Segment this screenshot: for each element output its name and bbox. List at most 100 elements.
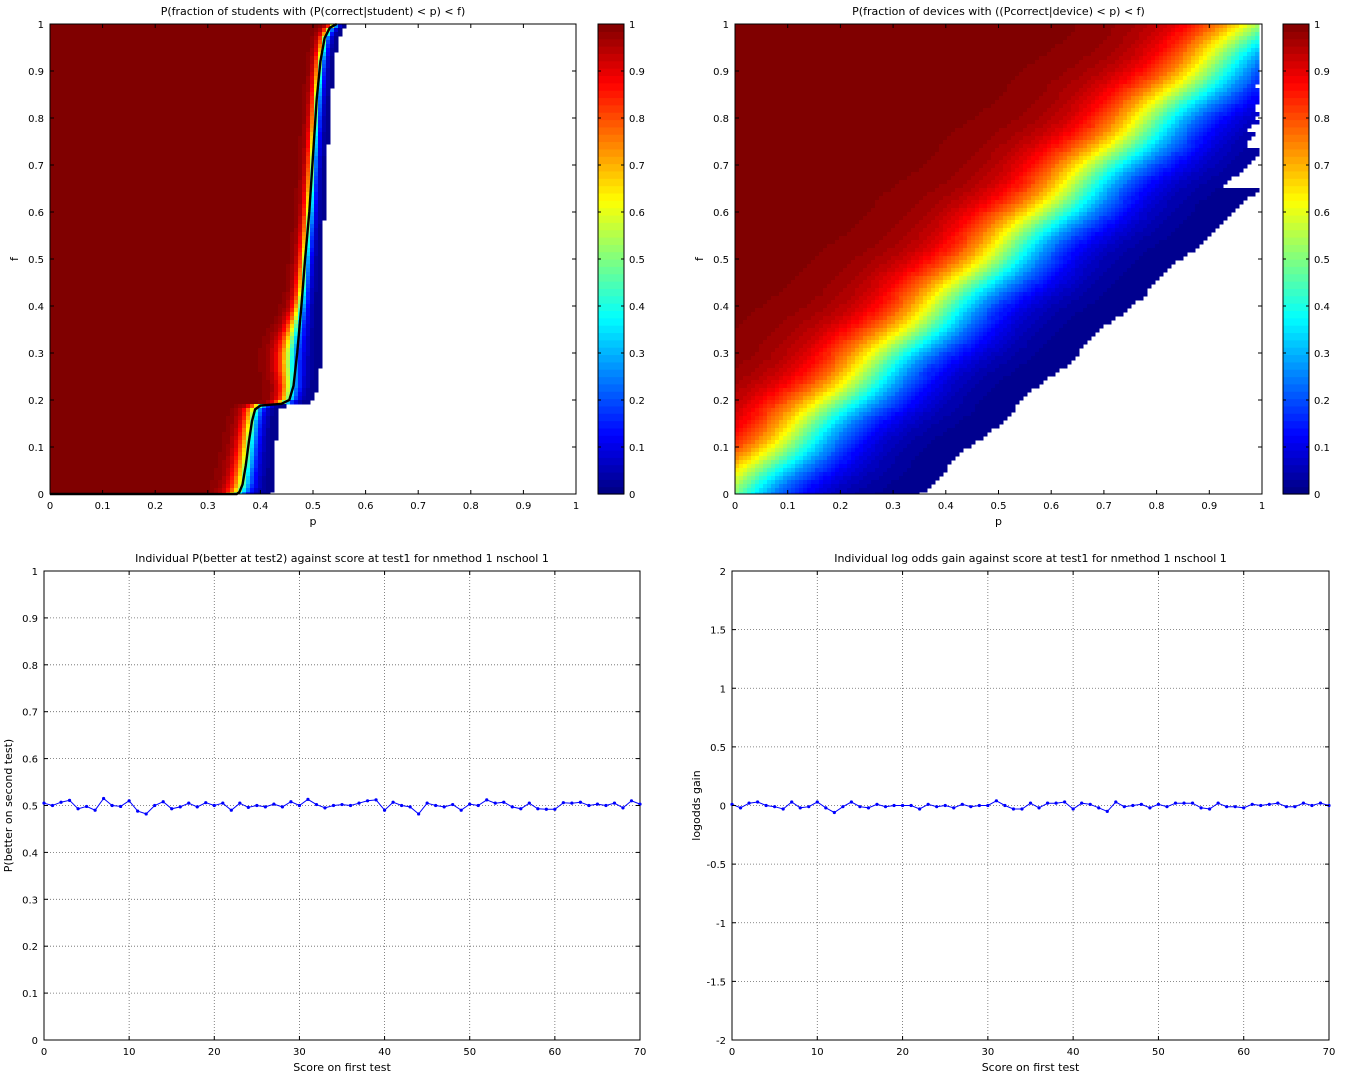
heatmap-cell [927,312,932,317]
heatmap-cell [1155,44,1160,49]
heatmap-cell [1003,316,1008,321]
heatmap-cell [1123,120,1128,125]
heatmap-cell [1087,184,1092,189]
heatmap-cell [1247,80,1252,85]
heatmap-cell [310,48,315,53]
heatmap-cell [1075,140,1080,145]
heatmap-cell [1135,84,1140,89]
heatmap-cell [891,324,896,329]
heatmap-cell [230,464,235,469]
heatmap-cell [310,92,315,97]
heatmap-cell [991,280,996,285]
heatmap-cell [278,312,283,317]
heatmap-cell [1095,124,1100,129]
heatmap-cell [1243,96,1248,101]
heatmap-cell [1127,208,1132,213]
heatmap-cell [1043,232,1048,237]
heatmap-cell [1007,228,1012,233]
heatmap-cell [1203,152,1208,157]
heatmap-cell [963,288,968,293]
heatmap-cell [1131,44,1140,49]
heatmap-cell [1027,268,1032,273]
heatmap-cell [246,456,251,461]
heatmap-cell [1139,200,1144,205]
heatmap-cell [1163,188,1172,193]
heatmap-cell [923,280,928,285]
heatmap-cell [887,300,892,305]
heatmap-cell [1003,200,1008,205]
heatmap-cell [1227,68,1232,73]
heatmap-cell [1111,32,1128,37]
heatmap-cell [1227,80,1232,85]
heatmap-cell [50,68,307,73]
heatmap-cell [1219,100,1224,105]
heatmap-cell [50,468,215,473]
heatmap-cell [322,68,327,73]
heatmap-cell [1095,100,1104,105]
heatmap-cell [983,308,988,313]
heatmap-cell [50,372,263,377]
heatmap-cell [254,488,259,493]
heatmap-cell [322,32,327,37]
heatmap-cell [935,236,944,241]
heatmap-cell [334,48,339,53]
heatmap-cell [1027,184,1032,189]
heatmap-cell [1211,60,1216,65]
heatmap-cell [1039,56,1084,61]
heatmap-cell [963,276,968,281]
heatmap-cell [951,276,956,281]
heatmap-cell [1195,188,1216,193]
heatmap-cell [931,252,936,257]
heatmap-cell [1023,280,1028,285]
heatmap-cell [999,256,1004,261]
heatmap-cell [310,360,315,365]
heatmap-cell [306,376,311,381]
heatmap-cell [314,352,323,357]
heatmap-cell [1123,36,1140,41]
heatmap-cell [1023,256,1028,261]
heatmap-cell [923,196,944,201]
heatmap-cell [1179,124,1184,129]
heatmap-cell [270,344,275,349]
heatmap-cell [50,72,307,77]
heatmap-cell [907,304,912,309]
heatmap-cell [1191,40,1196,45]
heatmap-cell [1071,108,1080,113]
heatmap-cell [1015,236,1020,241]
heatmap-cell [983,276,988,281]
heatmap-cell [1199,28,1204,33]
heatmap-cell [306,368,311,373]
heatmap-cell [286,268,291,273]
heatmap-cell [310,216,315,221]
heatmap-cell [1131,136,1136,141]
heatmap-cell [1179,44,1184,49]
heatmap-cell [1179,76,1184,81]
heatmap-cell [1087,288,1108,293]
heatmap-cell [1243,32,1248,37]
heatmap-cell [935,188,956,193]
heatmap-cell [50,148,299,153]
heatmap-cell [1075,260,1084,265]
heatmap-cell [955,220,960,225]
heatmap-cell [735,96,1000,101]
heatmap-cell [1079,140,1084,145]
heatmap-cell [1211,40,1216,45]
heatmap-cell [294,228,299,233]
heatmap-cell [218,452,227,457]
heatmap-cell [1151,92,1156,97]
heatmap-cell [735,280,792,285]
heatmap-cell [975,316,980,321]
heatmap-cell [306,60,311,65]
heatmap-cell [1247,64,1252,69]
heatmap-cell [903,312,908,317]
heatmap-cell [1127,164,1132,169]
heatmap-cell [1019,288,1024,293]
heatmap-cell [1019,212,1024,217]
heatmap-cell [1215,116,1220,121]
heatmap-cell [847,284,860,289]
heatmap-cell [779,292,824,297]
heatmap-cell [971,240,976,245]
heatmap-cell [1103,232,1112,237]
heatmap-cell [1059,92,1076,97]
heatmap-cell [1171,132,1176,137]
